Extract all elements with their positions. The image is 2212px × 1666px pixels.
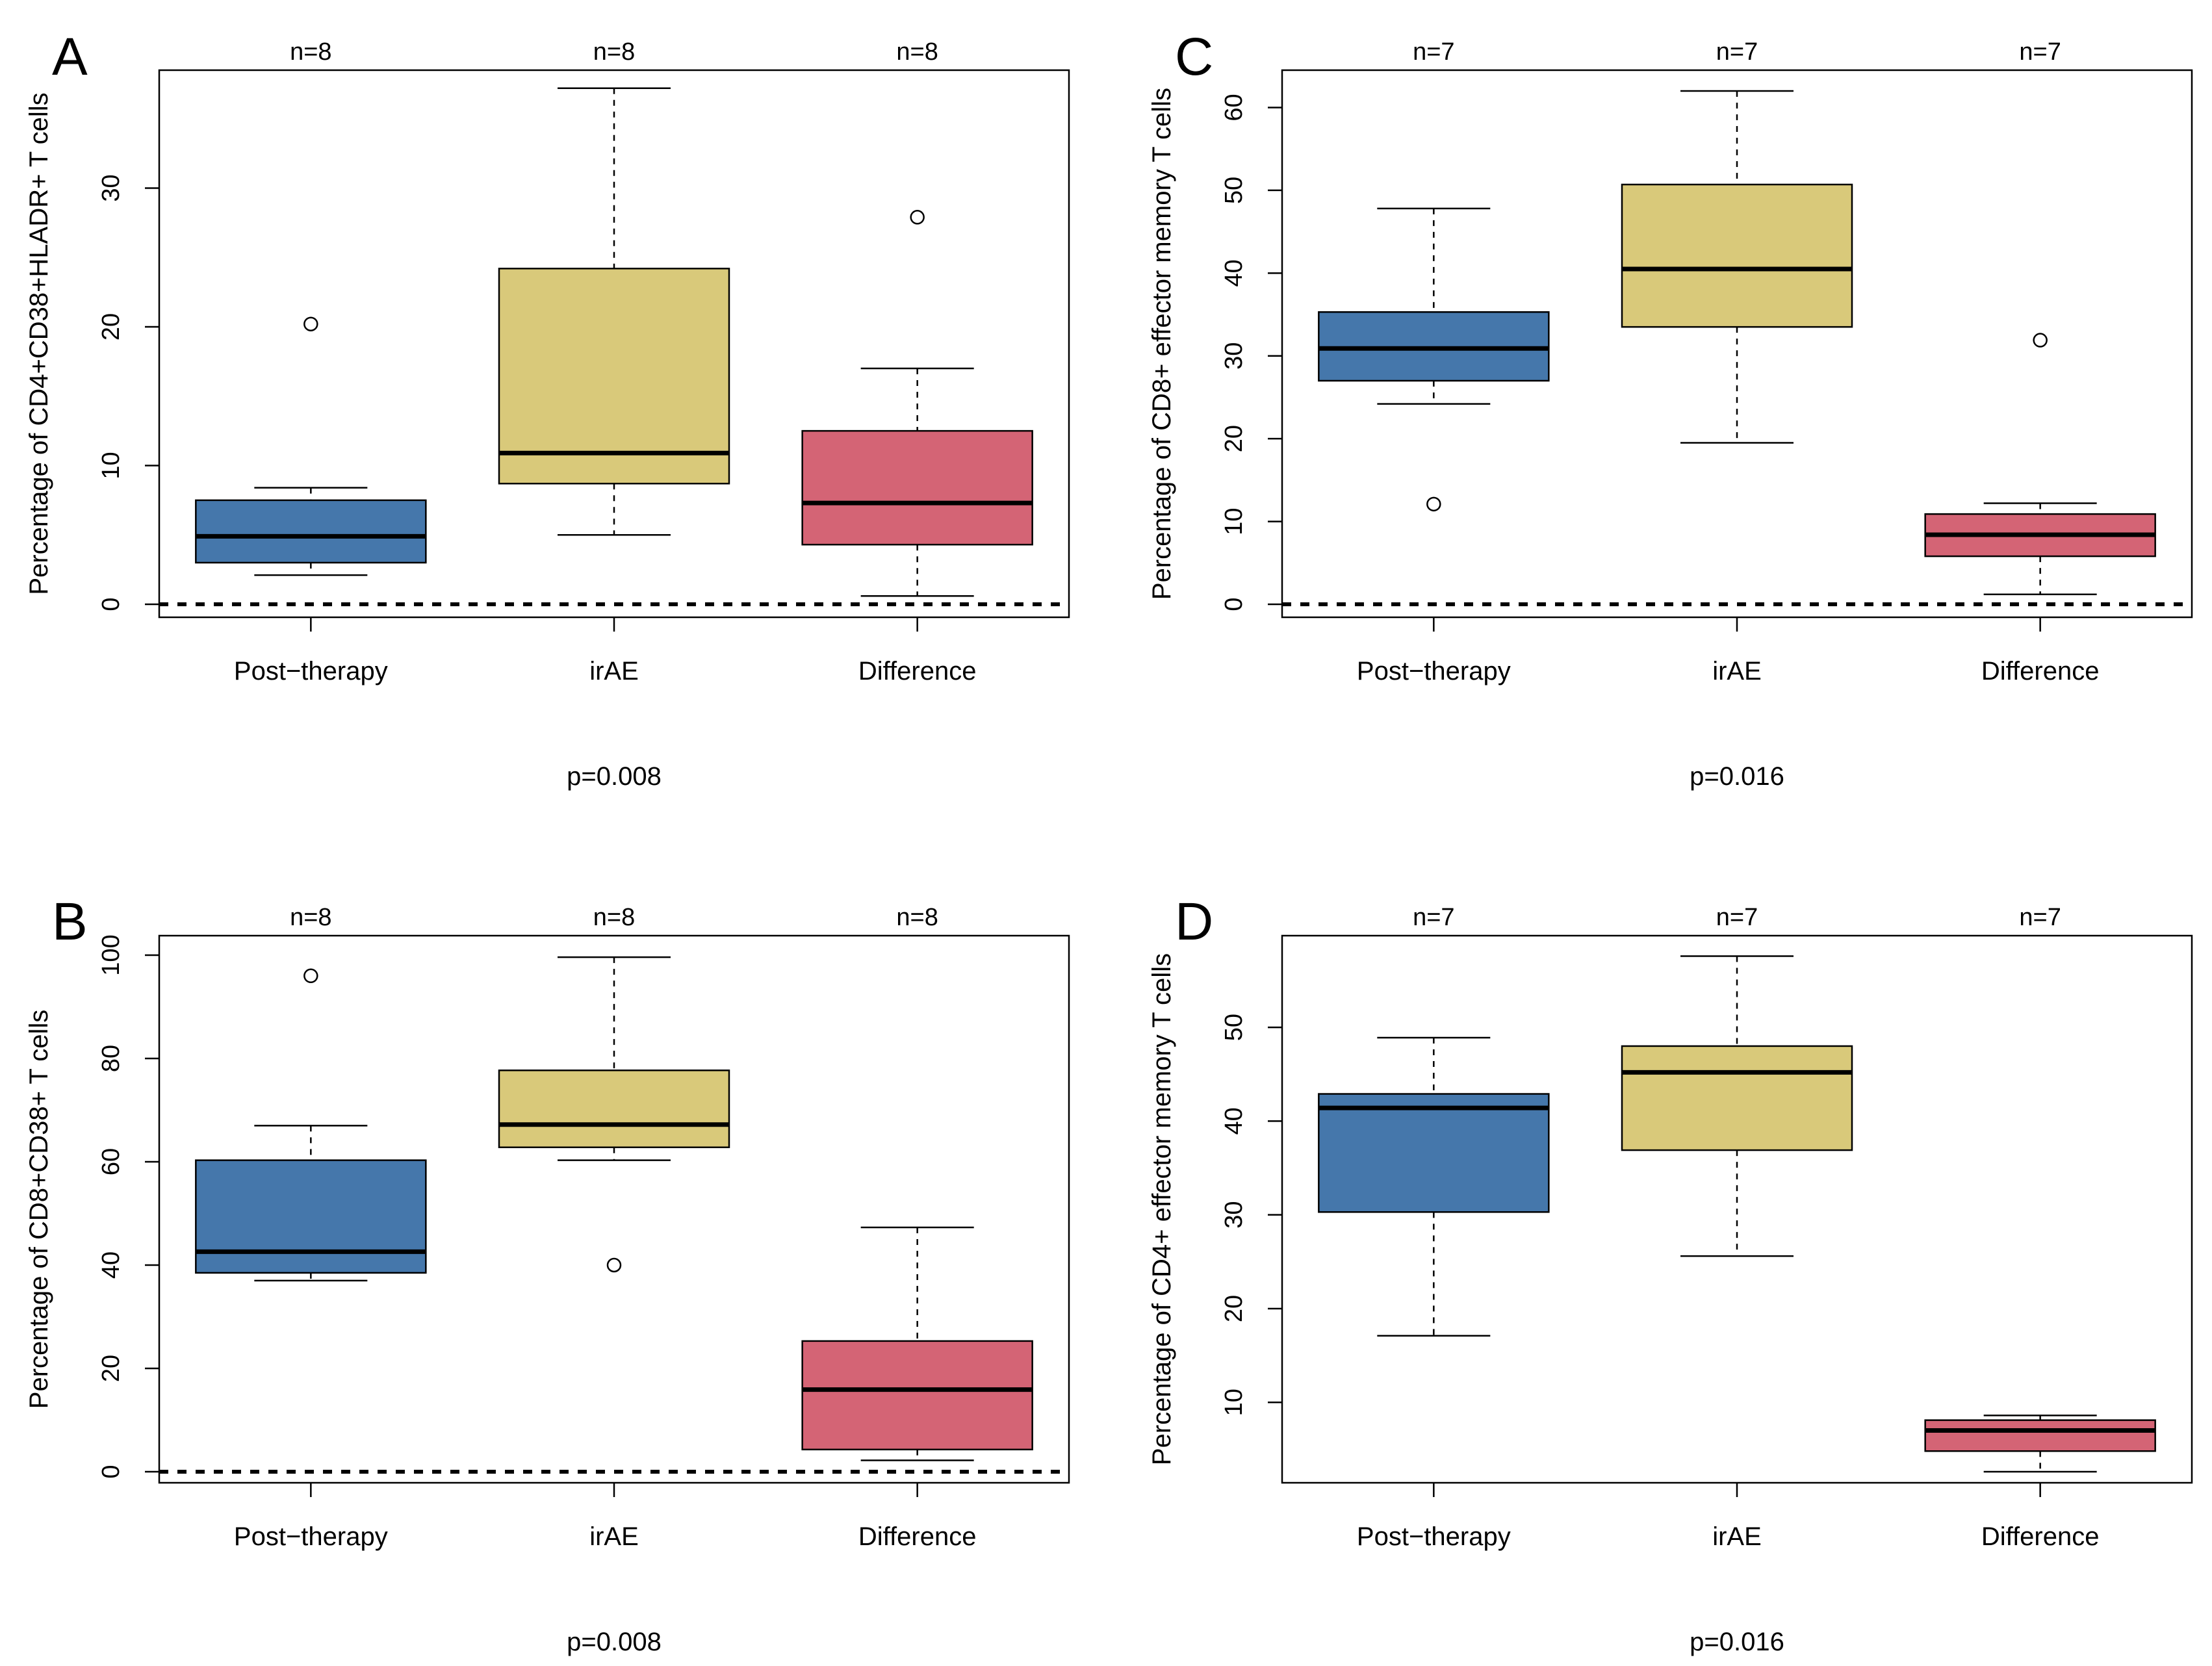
iqr-box <box>801 1340 1033 1451</box>
y-tick-label: 20 <box>97 313 125 340</box>
y-tick-label: 40 <box>1220 259 1248 287</box>
x-category-label: Post−therapy <box>234 657 388 686</box>
iqr-box <box>195 1159 427 1274</box>
p-value-label: p=0.008 <box>567 1628 662 1656</box>
p-value-label: p=0.016 <box>1690 762 1784 791</box>
box-irae <box>498 956 730 1273</box>
chart-panel-d: D 10 20 30 40 50 Percentage of CD4+ effector m… <box>1148 892 2193 1656</box>
y-axis-title: Percentage of CD8+ effector memory T cel… <box>1148 88 1176 600</box>
y-tick-label: 100 <box>97 934 125 975</box>
iqr-box <box>195 499 427 564</box>
y-tick-label: 60 <box>97 1148 125 1175</box>
x-category-label: irAE <box>589 1522 639 1551</box>
x-category-label: irAE <box>589 657 639 686</box>
y-tick-label: 30 <box>1220 342 1248 370</box>
panel-letter: B <box>52 892 88 951</box>
panel-letter: C <box>1175 27 1213 86</box>
n-label: n=8 <box>896 904 938 931</box>
y-tick-label: 10 <box>97 452 125 479</box>
box-difference <box>801 1226 1033 1461</box>
outlier-point <box>303 968 318 984</box>
y-tick-label: 20 <box>1220 425 1248 452</box>
p-value-label: p=0.008 <box>567 762 662 791</box>
outlier-point <box>2033 333 2048 348</box>
y-tick-label: 0 <box>97 1465 125 1478</box>
n-label: n=7 <box>2019 38 2061 66</box>
y-tick-label: 60 <box>1220 94 1248 121</box>
y-axis-title: Percentage of CD4+ effector memory T cel… <box>1148 953 1176 1465</box>
panel-letter: D <box>1175 892 1213 951</box>
box-irae <box>498 87 730 536</box>
box-difference <box>801 210 1033 597</box>
x-category-label: Difference <box>858 657 977 686</box>
x-category-label: Post−therapy <box>1357 1522 1511 1551</box>
box-difference <box>1924 1415 2156 1473</box>
chart-panel-c: C 0 10 20 30 40 50 60 Percentage of CD8+ effecto… <box>1148 27 2193 791</box>
y-tick-label: 30 <box>97 174 125 201</box>
iqr-box <box>801 429 1033 546</box>
y-tick-label: 40 <box>1220 1107 1248 1134</box>
x-category-label: Difference <box>858 1522 977 1551</box>
outlier-point <box>1426 496 1441 512</box>
y-tick-label: 30 <box>1220 1201 1248 1229</box>
x-category-label: Difference <box>1981 1522 2100 1551</box>
outlier-point <box>606 1257 622 1273</box>
outlier-point <box>910 210 925 225</box>
box-post-therapy <box>195 968 427 1282</box>
y-tick-label: 20 <box>1220 1295 1248 1322</box>
n-label: n=8 <box>896 38 938 66</box>
n-label: n=7 <box>1413 904 1454 931</box>
box-irae <box>1621 955 1853 1257</box>
box-post-therapy <box>195 316 427 576</box>
chart-panel-a: A 0 10 20 30 Percentage of CD4+CD38+HLADR+ T … <box>25 27 1070 791</box>
y-axis-title: Percentage of CD4+CD38+HLADR+ T cells <box>25 92 53 595</box>
iqr-box <box>1924 1419 2156 1452</box>
n-label: n=7 <box>1413 38 1454 66</box>
y-tick-label: 40 <box>97 1251 125 1279</box>
chart-panel-b: B 0 20 40 60 80 100 Percentage of CD8+CD38+ T c… <box>25 892 1070 1656</box>
y-tick-label: 50 <box>1220 1014 1248 1041</box>
box-difference <box>1924 333 2156 595</box>
n-label: n=8 <box>593 38 635 66</box>
y-axis-title: Percentage of CD8+CD38+ T cells <box>25 1010 53 1409</box>
box-post-therapy <box>1318 1036 1550 1337</box>
x-category-label: Post−therapy <box>1357 657 1511 686</box>
y-tick-label: 20 <box>97 1355 125 1382</box>
x-category-label: irAE <box>1712 657 1762 686</box>
x-category-label: Post−therapy <box>234 1522 388 1551</box>
iqr-box <box>1318 1093 1550 1213</box>
y-tick-label: 50 <box>1220 177 1248 204</box>
n-label: n=8 <box>290 38 331 66</box>
box-irae <box>1621 90 1853 444</box>
y-tick-label: 0 <box>1220 597 1248 611</box>
x-category-label: irAE <box>1712 1522 1762 1551</box>
n-label: n=7 <box>2019 904 2061 931</box>
y-tick-label: 10 <box>1220 507 1248 535</box>
iqr-box <box>1621 1045 1853 1151</box>
box-post-therapy <box>1318 207 1550 512</box>
n-label: n=7 <box>1716 38 1758 66</box>
y-tick-label: 80 <box>97 1045 125 1072</box>
p-value-label: p=0.016 <box>1690 1628 1784 1656</box>
iqr-box <box>498 1070 730 1148</box>
y-tick-label: 10 <box>1220 1389 1248 1416</box>
x-category-label: Difference <box>1981 657 2100 686</box>
panel-letter: A <box>52 27 88 86</box>
n-label: n=8 <box>290 904 331 931</box>
n-label: n=7 <box>1716 904 1758 931</box>
iqr-box <box>1621 183 1853 328</box>
iqr-box <box>498 268 730 485</box>
y-tick-label: 0 <box>97 597 125 611</box>
n-label: n=8 <box>593 904 635 931</box>
outlier-point <box>303 316 318 331</box>
